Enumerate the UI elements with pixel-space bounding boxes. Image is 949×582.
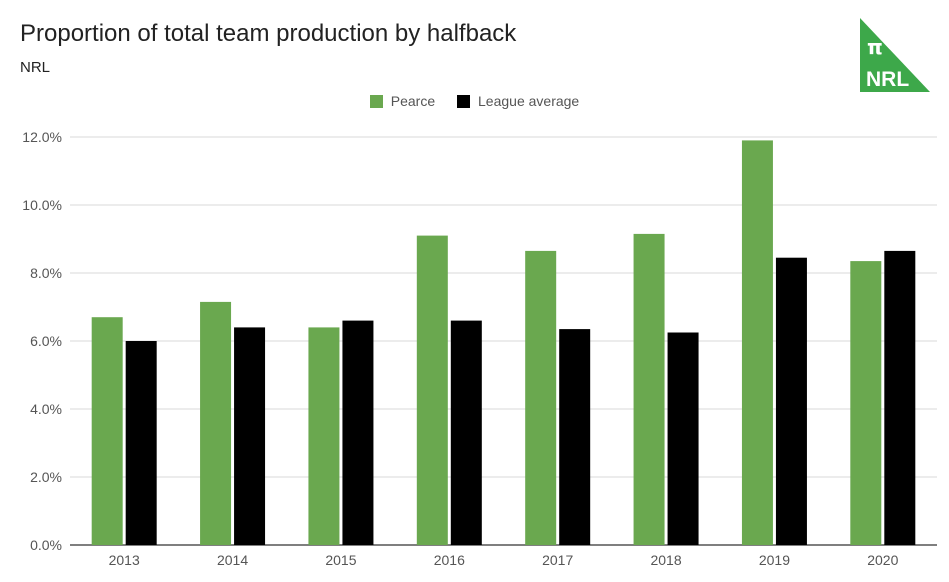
- bar-pearce-2017[interactable]: [525, 250, 557, 545]
- gridlines: [70, 136, 937, 546]
- bar-league-average-2017[interactable]: [559, 329, 591, 545]
- bar-pearce-2015[interactable]: [308, 327, 340, 545]
- bar-league-average-2013[interactable]: [125, 341, 157, 545]
- x-tick-label: 2019: [759, 552, 790, 568]
- legend-item-pearce[interactable]: Pearce: [369, 93, 436, 109]
- y-axis-labels: 0.0% 2.0% 4.0% 6.0% 8.0% 10.0% 12.0%: [22, 129, 62, 553]
- logo-symbol: π: [867, 35, 883, 59]
- y-tick-label: 4.0%: [30, 401, 62, 417]
- legend-swatch-pearce: [369, 94, 383, 108]
- bar-league-average-2015[interactable]: [342, 320, 374, 545]
- bar-league-average-2020[interactable]: [884, 250, 916, 545]
- x-tick-label: 2016: [434, 552, 465, 568]
- x-tick-label: 2020: [867, 552, 898, 568]
- nrl-logo-icon: π NRL: [860, 18, 930, 92]
- y-tick-label: 2.0%: [30, 469, 62, 485]
- legend-item-league-average[interactable]: League average: [457, 93, 579, 109]
- chart-subtitle: NRL: [20, 59, 51, 76]
- logo-text: NRL: [866, 68, 909, 91]
- bar-league-average-2018[interactable]: [667, 332, 699, 546]
- legend-swatch-league-average: [457, 94, 471, 108]
- bar-pearce-2013[interactable]: [91, 317, 123, 545]
- legend: Pearce League average: [0, 93, 949, 111]
- y-tick-label: 8.0%: [30, 265, 62, 281]
- x-tick-label: 2017: [542, 552, 573, 568]
- x-tick-label: 2015: [325, 552, 356, 568]
- bar-league-average-2016[interactable]: [450, 320, 482, 545]
- x-axis-labels: 2013 2014 2015 2016 2017 2018 2019 2020: [109, 552, 899, 568]
- bar-league-average-2014[interactable]: [234, 327, 266, 545]
- x-tick-label: 2018: [650, 552, 681, 568]
- bar-league-average-2019[interactable]: [775, 257, 807, 545]
- legend-label-pearce: Pearce: [390, 93, 436, 109]
- bar-pearce-2016[interactable]: [416, 235, 448, 545]
- bars: [91, 140, 916, 546]
- chart-title: Proportion of total team production by h…: [20, 20, 517, 47]
- x-tick-label: 2014: [217, 552, 248, 568]
- bar-pearce-2018[interactable]: [633, 233, 665, 545]
- bar-pearce-2020[interactable]: [850, 261, 882, 545]
- y-tick-label: 0.0%: [30, 537, 62, 553]
- y-tick-label: 12.0%: [22, 129, 62, 145]
- bar-pearce-2019[interactable]: [741, 140, 773, 545]
- bar-pearce-2014[interactable]: [200, 301, 232, 545]
- y-tick-label: 10.0%: [22, 197, 62, 213]
- legend-label-league-average: League average: [478, 93, 580, 109]
- x-tick-label: 2013: [109, 552, 140, 568]
- y-tick-label: 6.0%: [30, 333, 62, 349]
